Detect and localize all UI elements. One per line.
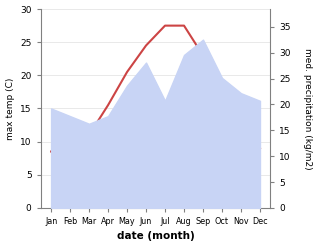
Y-axis label: med. precipitation (kg/m2): med. precipitation (kg/m2)	[303, 48, 313, 169]
Y-axis label: max temp (C): max temp (C)	[5, 77, 15, 140]
X-axis label: date (month): date (month)	[117, 231, 194, 242]
